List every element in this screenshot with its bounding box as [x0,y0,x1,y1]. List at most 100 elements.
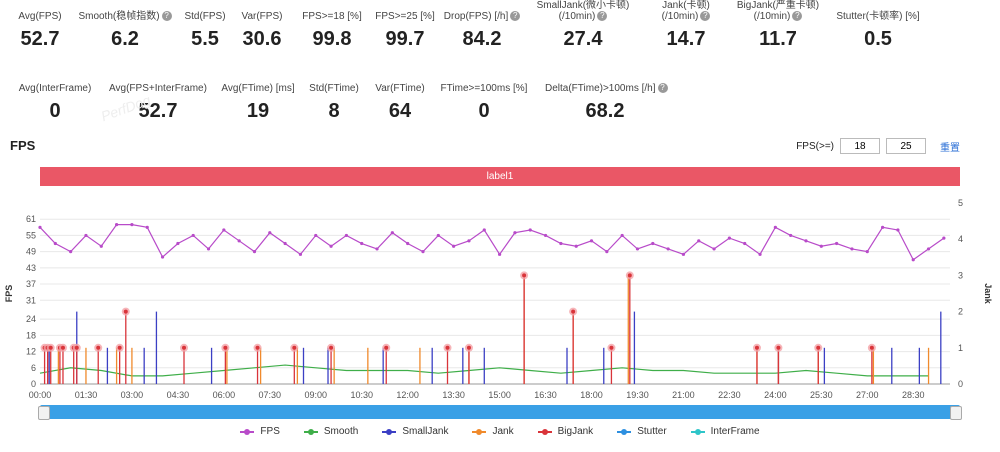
slider-right-handle[interactable] [950,406,962,420]
legend-item-smalljank[interactable]: SmallJank [382,426,448,437]
help-icon[interactable]: ? [700,11,711,22]
fps-point [543,233,548,238]
stat-value: 6.2 [111,28,139,50]
bigjank-point [223,345,228,350]
stat-stats_row2-2: Avg(FTime) [ms] 19 [198,72,318,122]
fps-point [559,241,563,246]
x-tick-label: 03:00 [121,390,144,400]
stat-stats_row1-2: Std(FPS) 5.5 [145,0,265,50]
fps-point [528,228,532,232]
fps-point [758,252,762,256]
threshold-input-1[interactable] [840,138,880,154]
fps-point [589,239,594,243]
legend-item-interframe[interactable]: InterFrame [690,426,760,437]
fps-point [850,247,854,251]
fps-point [727,236,731,240]
bigjank-point [522,273,527,278]
stat-label: Avg(FPS) [18,11,62,22]
x-tick-label: 13:30 [442,390,465,400]
fps-point [283,241,287,246]
legend-label: SmallJank [402,426,449,437]
fps-point [773,225,777,229]
legend-marker-icon [617,428,632,435]
stat-value: 8 [328,100,340,122]
fps-point [176,241,180,246]
legend-label: BigJank [557,426,594,437]
fps-point [666,247,670,251]
stat-label: Stutter(卡顿率) [%] [836,11,920,22]
time-range-slider[interactable] [38,405,962,420]
x-tick-label: 27:00 [856,390,879,400]
x-tick-label: 19:30 [626,390,649,400]
y-tick-label: 55 [26,230,36,240]
help-icon[interactable]: ? [161,11,172,22]
stat-stats_row1-0: Avg(FPS) 52.7 [0,0,100,50]
stat-label: Smooth(稳帧指数)? [65,0,185,22]
bigjank-point [571,309,576,314]
x-tick-label: 06:00 [213,390,236,400]
fps-point [160,255,165,259]
help-icon[interactable]: ? [792,11,803,22]
legend-item-stutter[interactable]: Stutter [617,426,667,437]
legend-item-fps[interactable]: FPS [240,426,280,437]
legend-marker-icon [240,428,255,435]
fps-point [114,223,119,227]
legend-label: InterFrame [710,426,760,437]
bigjank-point [754,345,759,350]
legend-item-bigjank[interactable]: BigJank [537,426,594,437]
x-tick-label: 10:30 [350,390,373,400]
bigjank-point [466,345,471,350]
x-tick-label: 18:00 [580,390,603,400]
y-tick-label: 6 [31,363,36,373]
bigjank-point [869,345,874,350]
help-icon[interactable]: ? [510,11,521,22]
stat-stats_row1-5: FPS>=25 [%] 99.7 [345,0,465,50]
legend-item-jank[interactable]: Jank [472,426,514,437]
stat-label: FPS>=18 [%] [302,11,362,22]
fps-point [130,223,134,227]
fps-point [436,233,440,238]
reset-link[interactable]: 重置 [940,142,960,154]
legend-label: Jank [492,426,514,437]
threshold-controls: FPS(>=) 重置 [796,138,960,154]
fps-point [145,225,149,229]
threshold-input-2[interactable] [886,138,926,154]
threshold-label: FPS(>=) [796,140,834,152]
fps-point [911,258,915,262]
stat-value: 99.7 [385,28,425,50]
fps-point [344,233,348,238]
stat-value: 11.7 [759,28,797,50]
fps-point [835,241,839,246]
stat-value: 68.2 [585,100,625,122]
slider-left-handle[interactable] [38,406,50,420]
fps-point [635,247,640,251]
stat-stats_row1-8: Jank(卡顿) (/10min)? 14.7 [626,0,746,50]
legend-item-smooth[interactable]: Smooth [303,426,358,437]
stat-value: 64 [388,100,412,122]
bigjank-point [384,345,389,350]
help-icon[interactable]: ? [597,11,608,22]
legend-marker-icon [472,428,487,435]
stat-value: 0 [49,100,61,122]
y-tick-label: 49 [26,247,36,257]
chart-legend: FPS Smooth SmallJank Jank BigJank Stutter Inte… [0,426,1000,437]
x-tick-label: 01:30 [75,390,98,400]
bigjank-point [182,345,187,350]
y-tick-label: 0 [31,379,36,389]
bigjank-point [74,345,79,350]
fps-point [497,252,502,256]
y-tick-label: 12 [26,347,36,357]
x-tick-label: 12:00 [396,390,419,400]
stat-value: 52.7 [138,100,178,122]
stat-stats_row1-3: Var(FPS) 30.6 [202,0,322,50]
x-tick-label: 24:00 [764,390,787,400]
fps-point [513,231,517,235]
stat-label: Jank(卡顿) (/10min)? [661,0,711,22]
legend-marker-icon [382,428,397,435]
y2-tick-label: 0 [958,379,963,389]
segment-label-bar[interactable]: label1 [40,167,960,186]
help-icon[interactable]: ? [657,83,668,94]
fps-point [268,231,272,235]
stat-label: BigJank(严重卡顿) (/10min)? [736,0,820,22]
stat-stats_row2-0: Avg(InterFrame) 0 [0,72,115,122]
